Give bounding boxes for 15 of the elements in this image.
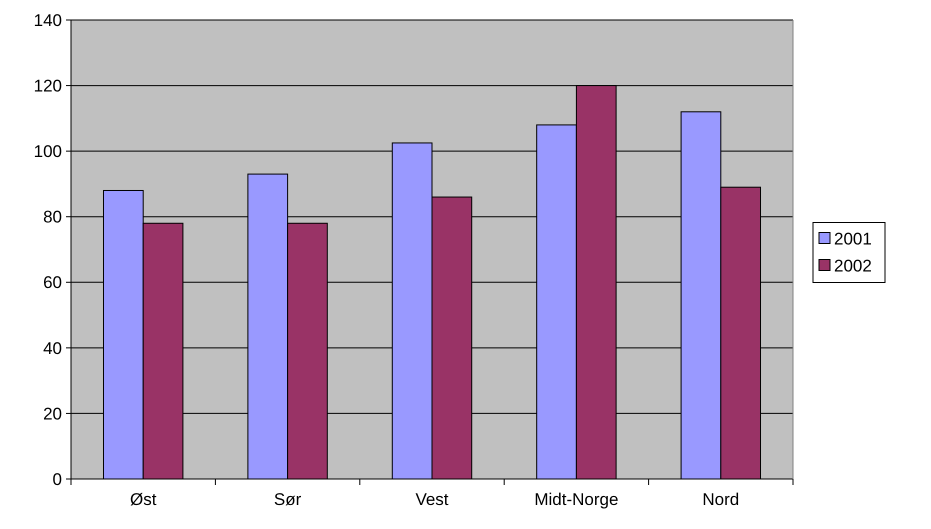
y-tick-label: 40 bbox=[43, 338, 62, 358]
y-tick-label: 60 bbox=[43, 273, 62, 292]
y-tick-label: 120 bbox=[34, 76, 62, 96]
x-tick-label: Midt-Norge bbox=[534, 490, 618, 509]
y-tick-label: 80 bbox=[43, 208, 62, 227]
x-tick-label: Sør bbox=[274, 490, 302, 509]
x-tick-label: Øst bbox=[130, 490, 157, 509]
x-tick-label: Nord bbox=[702, 490, 740, 509]
y-tick-label: 0 bbox=[52, 470, 62, 489]
legend-label: 2002 bbox=[834, 256, 872, 276]
y-tick-label: 20 bbox=[43, 404, 62, 424]
y-tick-label: 100 bbox=[34, 142, 62, 162]
y-tick-label: 140 bbox=[34, 10, 62, 30]
legend-label: 2001 bbox=[834, 229, 872, 248]
x-tick-label: Vest bbox=[415, 490, 449, 509]
